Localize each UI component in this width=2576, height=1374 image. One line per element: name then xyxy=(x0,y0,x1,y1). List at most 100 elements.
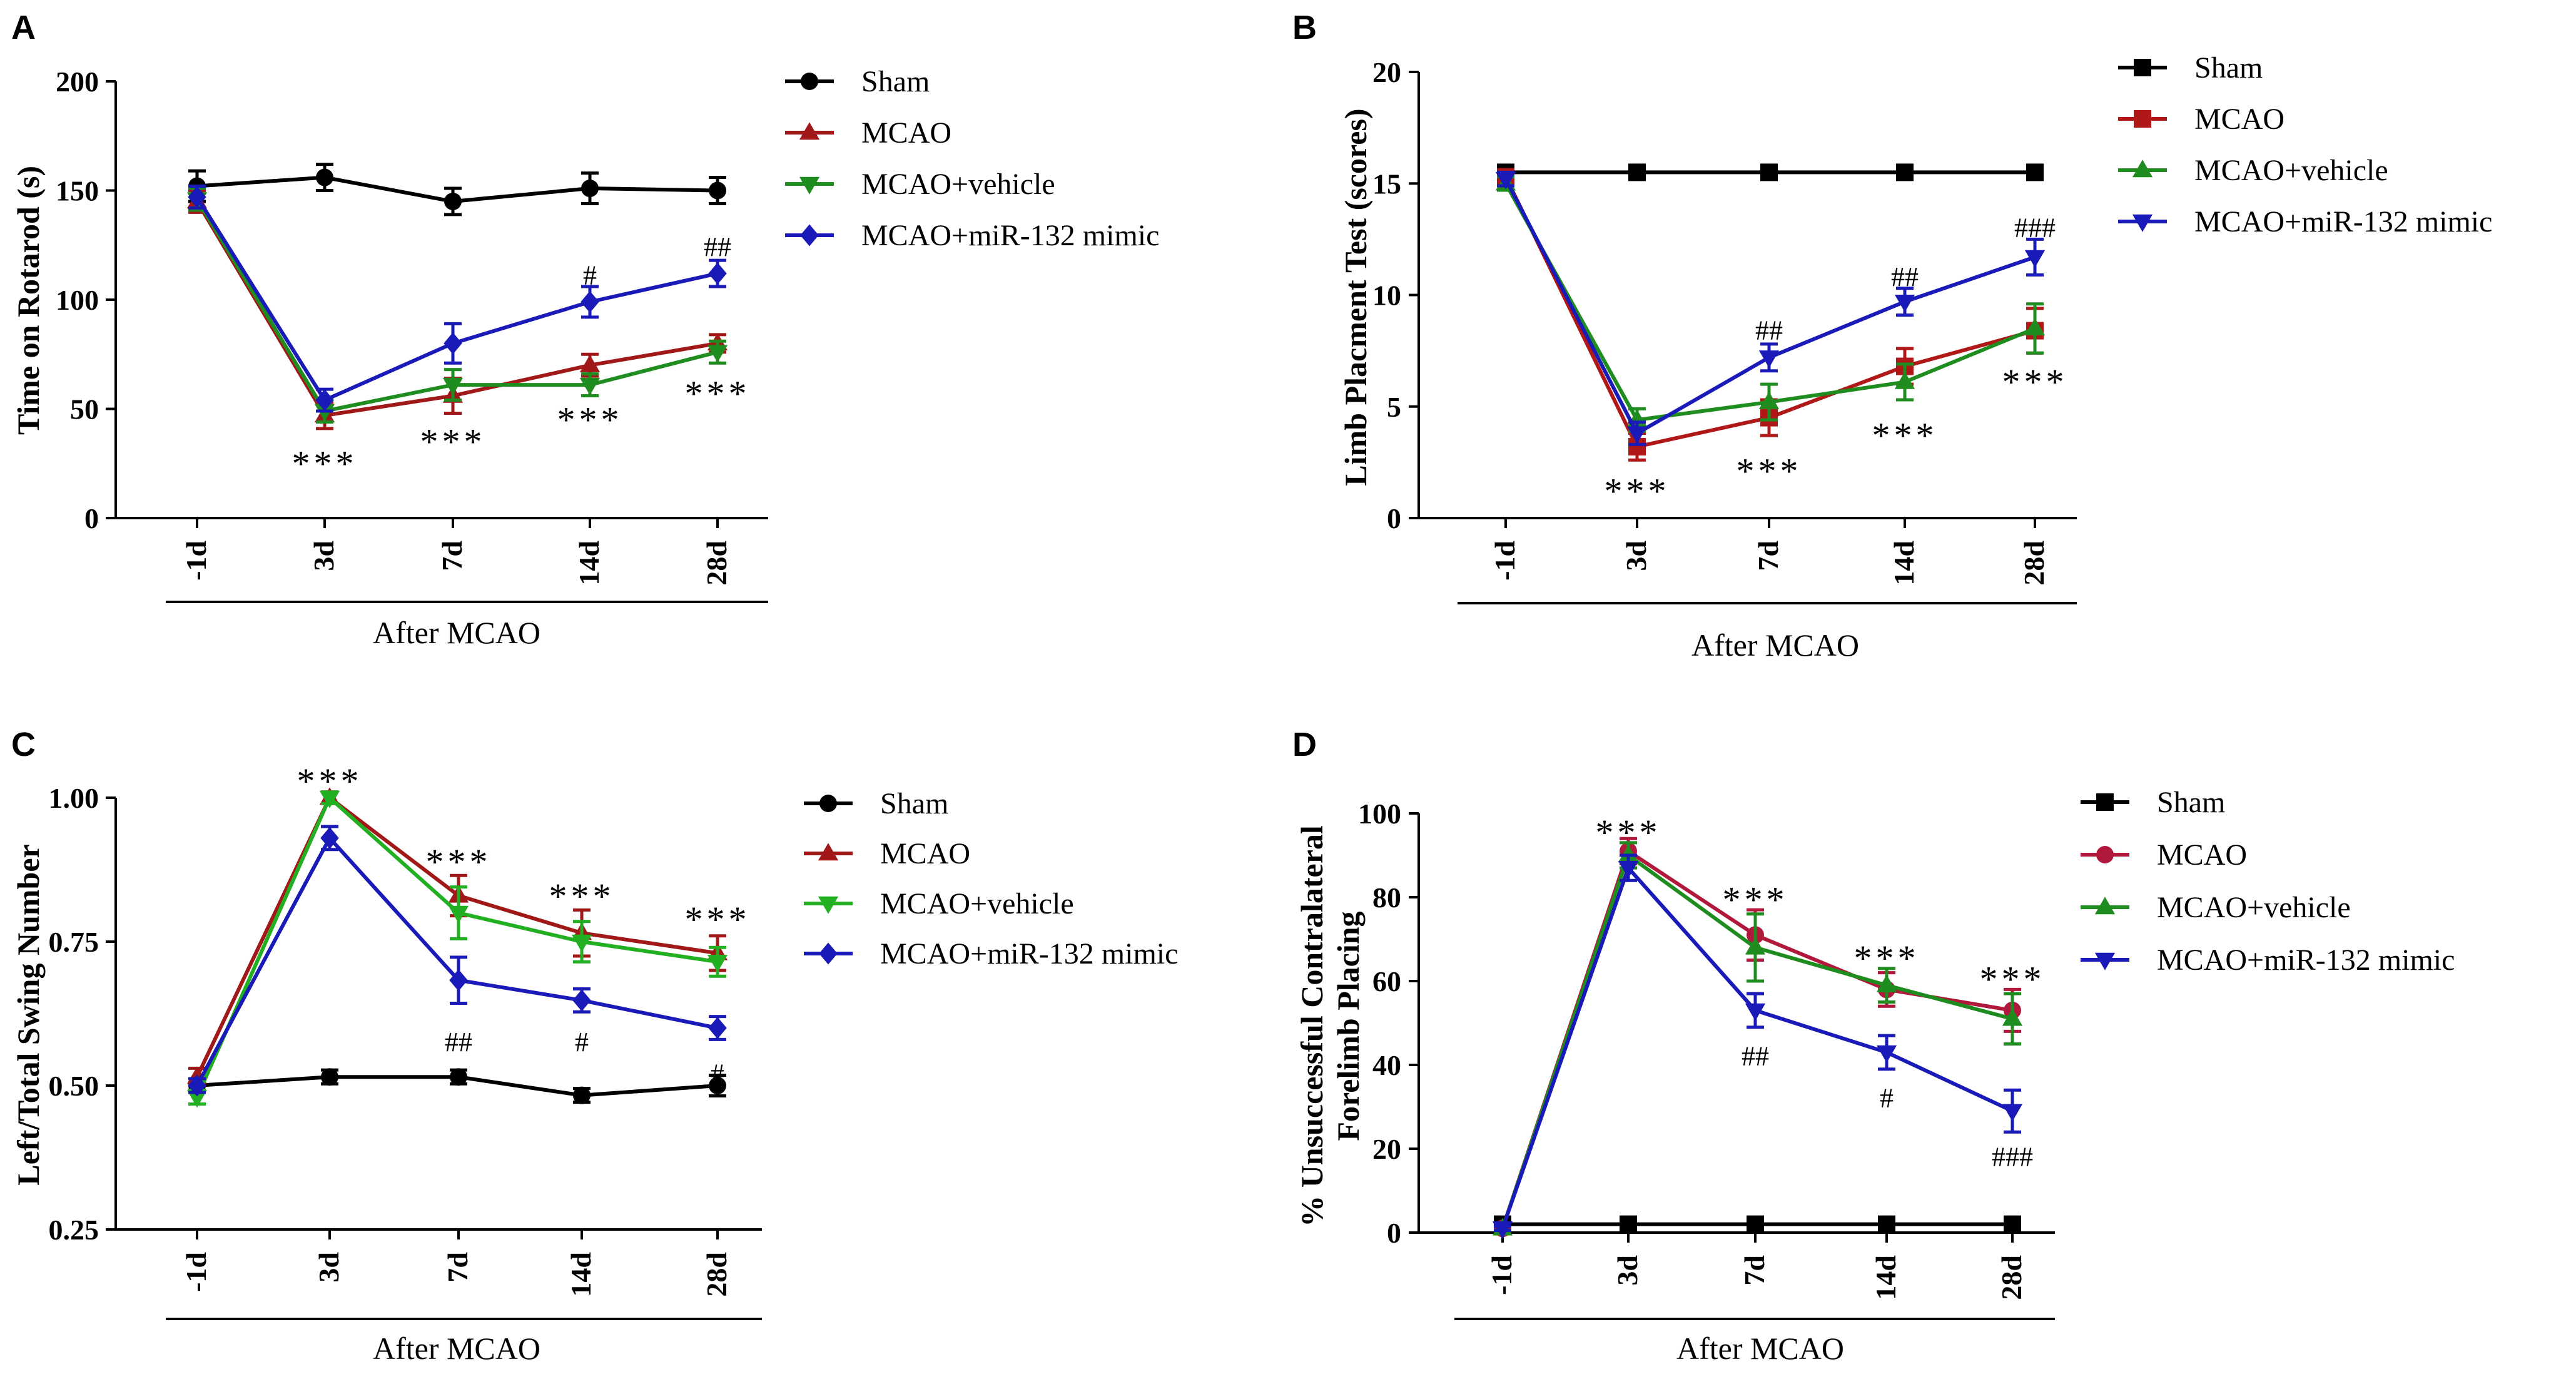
data-point xyxy=(571,934,592,952)
series-mcao-mir-132-mimic xyxy=(188,825,727,1097)
panel-a: A 0 50 100 150 200 -1d 3d 7d 14d 28d *** *** *** *** #… xyxy=(11,9,1159,650)
significance-annotation: ### xyxy=(2014,213,2056,243)
x-tick-label: 14d xyxy=(565,1252,597,1297)
data-point xyxy=(1876,1045,1897,1063)
significance-annotation: # xyxy=(1880,1083,1894,1114)
legend-label: MCAO+vehicle xyxy=(2194,154,2388,187)
significance-annotation: # xyxy=(575,1027,589,1057)
significance-annotation: # xyxy=(711,1059,724,1089)
x-tick-label: 3d xyxy=(1611,1255,1643,1286)
x-tick-label: 14d xyxy=(573,541,605,586)
legend-label: MCAO xyxy=(880,837,970,870)
data-point xyxy=(579,354,601,372)
legend-marker xyxy=(2134,59,2151,76)
panel-label: D xyxy=(1292,726,1317,763)
data-point xyxy=(1747,1215,1764,1233)
series-sham xyxy=(1497,163,2044,181)
legend-marker xyxy=(818,896,839,914)
legend-marker xyxy=(2094,897,2116,915)
significance-annotation: *** xyxy=(297,761,363,802)
legend-marker xyxy=(2094,952,2116,970)
legend-label: MCAO+miR-132 mimic xyxy=(880,937,1178,970)
panel-d: D 0 20 40 60 80 100 -1d 3d 7d 14d 28d *** *** *** *** #… xyxy=(1292,726,2455,1366)
significance-annotation: *** xyxy=(1872,415,1938,455)
series-mcao-mir-132-mimic xyxy=(1492,853,2023,1239)
data-point xyxy=(573,1086,591,1104)
series-sham xyxy=(188,1068,726,1104)
significance-annotation: *** xyxy=(685,899,751,940)
series-mcao-vehicle xyxy=(186,790,728,1108)
significance-annotation: ## xyxy=(704,232,731,262)
data-point xyxy=(2026,163,2044,181)
data-point xyxy=(1896,163,1914,181)
significance-annotation: *** xyxy=(557,399,623,440)
data-point xyxy=(581,180,599,198)
y-tick-label: 15 xyxy=(1372,168,1401,200)
x-tick-label: 7d xyxy=(1738,1255,1770,1286)
significance-annotation: ## xyxy=(1742,1041,1769,1072)
data-point xyxy=(707,955,728,972)
data-point xyxy=(1620,1215,1637,1233)
legend-marker xyxy=(2132,160,2153,178)
panel-label: C xyxy=(11,726,36,763)
data-point xyxy=(1628,163,1646,181)
data-point xyxy=(709,181,726,200)
y-axis-title: Time on Rotarod (s) xyxy=(11,166,46,435)
data-point xyxy=(1760,163,1778,181)
x-axis-title: After MCAO xyxy=(373,615,540,650)
data-point xyxy=(319,790,340,808)
y-tick-label: 5 xyxy=(1387,391,1401,423)
legend-marker xyxy=(2096,846,2114,863)
legend-label: MCAO+vehicle xyxy=(880,887,1074,920)
data-point xyxy=(316,168,333,186)
data-point xyxy=(579,377,601,395)
y-tick-label: 0 xyxy=(1387,1217,1401,1249)
data-point xyxy=(1745,1003,1766,1021)
panel-label: B xyxy=(1292,9,1317,46)
y-tick-label: 60 xyxy=(1372,965,1401,997)
y-tick-label: 0 xyxy=(84,502,99,534)
y-tick-label: 80 xyxy=(1372,882,1401,913)
x-tick-label: 7d xyxy=(1752,541,1784,571)
y-axis-title-line-1: % Unsuccessful Contralateral xyxy=(1294,825,1329,1227)
y-tick-label: 0 xyxy=(1387,502,1401,534)
x-tick-label: 14d xyxy=(1888,541,1920,586)
y-tick-label: 50 xyxy=(70,394,99,425)
legend-marker xyxy=(799,122,820,140)
legend-label: MCAO+miR-132 mimic xyxy=(2157,944,2455,977)
data-point xyxy=(2024,318,2046,336)
significance-annotation: *** xyxy=(685,374,751,414)
x-tick-label: -1d xyxy=(1489,541,1521,581)
x-tick-label: 14d xyxy=(1870,1255,1902,1300)
x-tick-label: 28d xyxy=(2018,541,2050,586)
significance-annotation: ## xyxy=(445,1027,472,1057)
x-tick-label: 3d xyxy=(1620,541,1652,571)
legend-label: MCAO+miR-132 mimic xyxy=(861,219,1159,252)
significance-annotation: # xyxy=(583,260,597,291)
data-point xyxy=(708,262,727,285)
x-axis-title: After MCAO xyxy=(373,1331,540,1366)
x-tick-label: 28d xyxy=(1995,1255,2027,1300)
significance-annotation: *** xyxy=(1854,938,1920,979)
data-point xyxy=(581,290,599,313)
y-tick-label: 100 xyxy=(56,284,99,316)
y-tick-label: 0.75 xyxy=(49,926,99,958)
significance-annotation: *** xyxy=(1980,959,2046,1000)
y-tick-label: 0.25 xyxy=(49,1214,99,1246)
y-axis-title: Left/Total Swing Number xyxy=(11,844,46,1185)
data-point xyxy=(188,186,206,208)
significance-annotation: ## xyxy=(1755,315,1783,346)
significance-annotation: *** xyxy=(426,842,492,882)
data-point xyxy=(1876,974,1897,992)
data-point xyxy=(315,389,334,412)
data-point xyxy=(708,1017,727,1039)
data-point xyxy=(572,989,591,1012)
y-tick-label: 200 xyxy=(56,66,99,98)
x-tick-label: 7d xyxy=(442,1252,474,1283)
series-mcao-mir-132-mimic xyxy=(1495,170,2046,446)
legend-label: MCAO xyxy=(861,116,951,150)
legend-label: MCAO+vehicle xyxy=(861,168,1055,201)
legend-label: Sham xyxy=(2194,51,2263,84)
significance-annotation: *** xyxy=(1596,812,1661,853)
